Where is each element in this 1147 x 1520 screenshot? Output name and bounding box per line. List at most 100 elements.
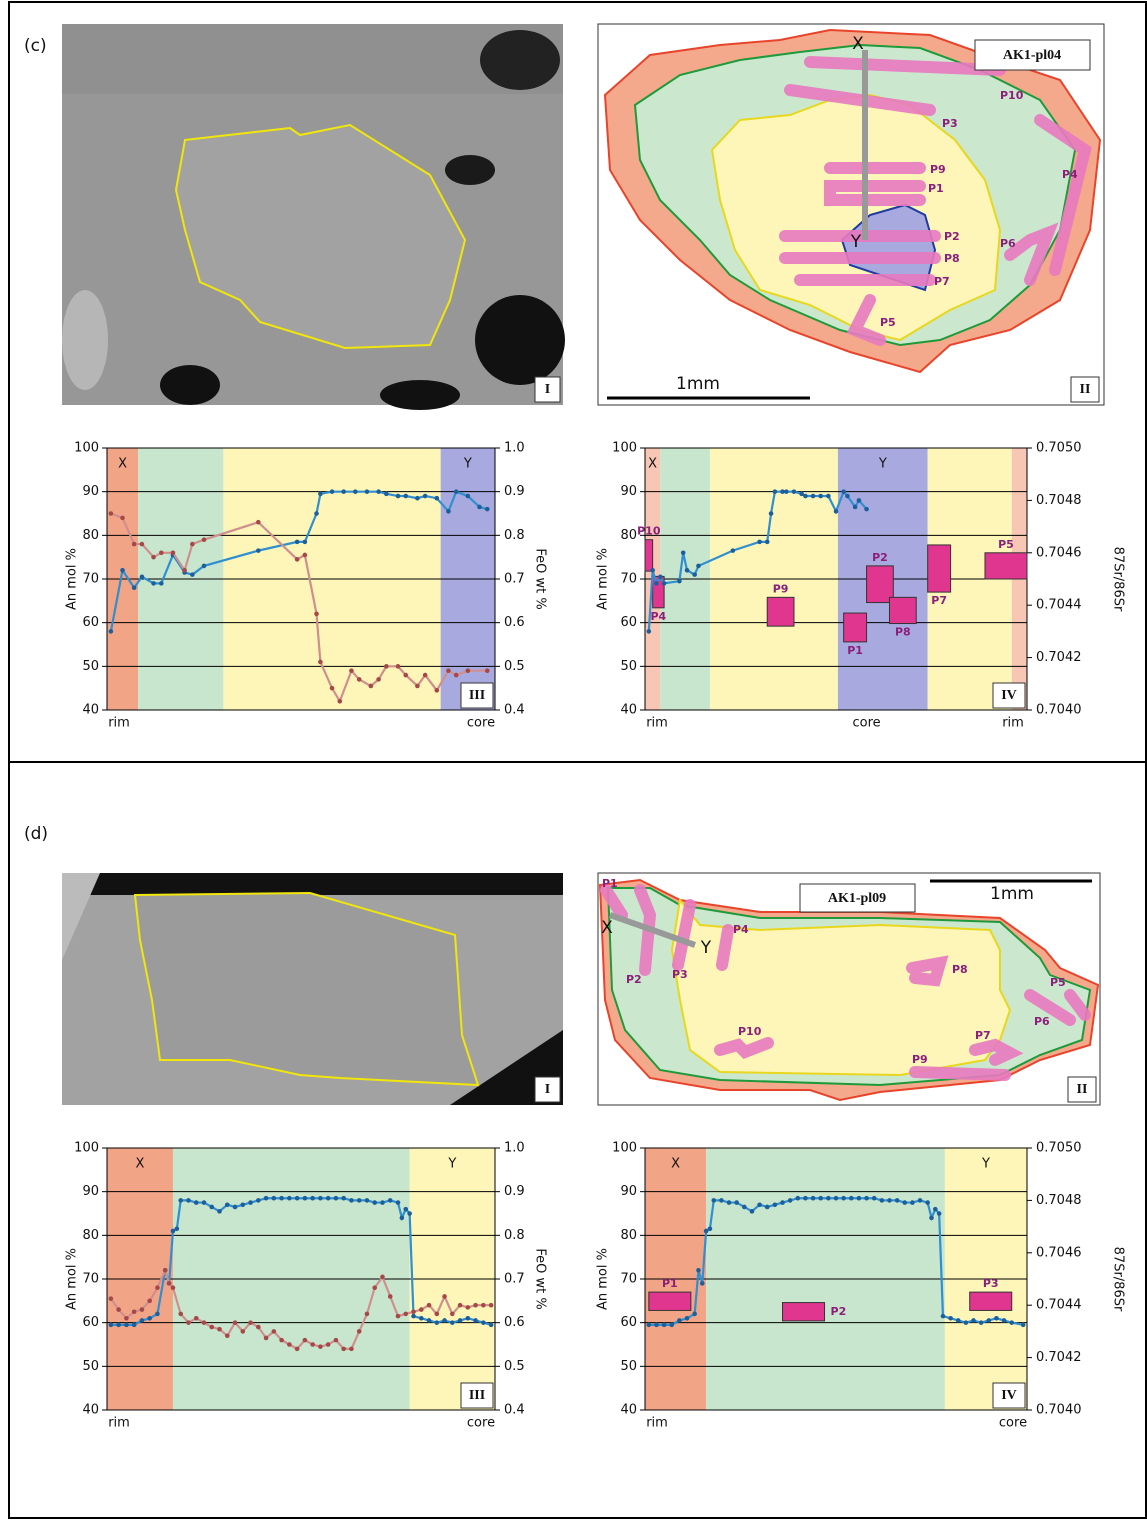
y2-tick-label: 0.4 bbox=[504, 1403, 525, 1418]
spot-label: P10 bbox=[738, 1025, 762, 1038]
data-point bbox=[650, 567, 655, 573]
data-point bbox=[422, 493, 428, 499]
data-point bbox=[803, 493, 808, 499]
x-tick-label: rim bbox=[646, 1416, 668, 1431]
sr-box bbox=[843, 612, 868, 643]
y-axis-title: An mol % bbox=[596, 1248, 611, 1310]
data-point bbox=[353, 489, 358, 494]
y-tick-label: 80 bbox=[82, 1228, 99, 1243]
box-label: P3 bbox=[983, 1277, 999, 1290]
data-point bbox=[465, 493, 471, 499]
data-point bbox=[403, 1206, 409, 1212]
data-point bbox=[677, 578, 682, 584]
data-point bbox=[209, 1324, 215, 1330]
y-tick-label: 50 bbox=[620, 659, 637, 674]
data-point bbox=[730, 548, 736, 553]
panel-box bbox=[460, 1382, 494, 1409]
data-point bbox=[833, 509, 839, 514]
data-point bbox=[933, 1206, 938, 1212]
data-point bbox=[372, 1200, 378, 1205]
data-point bbox=[395, 1313, 401, 1319]
y-tick-label: 80 bbox=[82, 528, 99, 543]
data-point bbox=[186, 1198, 191, 1203]
data-point bbox=[116, 1322, 121, 1328]
data-point bbox=[302, 1195, 308, 1201]
data-point bbox=[170, 550, 176, 556]
spot-label: P3 bbox=[942, 117, 958, 130]
data-point bbox=[787, 1198, 793, 1203]
data-point bbox=[422, 672, 428, 678]
data-point bbox=[768, 511, 774, 516]
sr-box bbox=[766, 596, 795, 627]
data-point bbox=[994, 1316, 999, 1321]
sample-label: AK1-pl04 bbox=[1003, 48, 1061, 63]
plot-frame bbox=[644, 1147, 1028, 1411]
data-point bbox=[190, 541, 195, 547]
data-point bbox=[162, 1267, 168, 1273]
y-tick-label: 80 bbox=[620, 528, 637, 543]
data-point bbox=[453, 489, 459, 494]
data-point bbox=[654, 1322, 659, 1328]
data-point bbox=[757, 1202, 762, 1208]
data-point bbox=[411, 1309, 416, 1315]
y-tick-label: 70 bbox=[620, 572, 637, 587]
box-label: P2 bbox=[872, 551, 888, 564]
data-point bbox=[833, 1195, 839, 1201]
spot-label: P1 bbox=[602, 877, 618, 890]
spot-label: P8 bbox=[952, 963, 968, 976]
data-point bbox=[395, 664, 401, 669]
zone-label: X bbox=[136, 1157, 145, 1172]
y-tick-label: 100 bbox=[612, 1141, 637, 1156]
y2-tick-label: 1.0 bbox=[504, 1141, 525, 1156]
data-point bbox=[1009, 1320, 1015, 1325]
data-point bbox=[314, 511, 319, 516]
panel-label: III bbox=[469, 1388, 485, 1403]
y-tick-label: 40 bbox=[82, 1403, 99, 1418]
spot-label: P9 bbox=[930, 163, 946, 176]
data-point bbox=[484, 668, 490, 673]
y-tick-label: 70 bbox=[620, 1272, 637, 1287]
y2-tick-label: 0.7042 bbox=[1036, 650, 1082, 665]
data-point bbox=[209, 1204, 215, 1210]
data-point bbox=[684, 567, 690, 573]
sr-box bbox=[782, 1302, 826, 1322]
data-point bbox=[661, 581, 667, 586]
data-point bbox=[707, 1226, 713, 1232]
data-point bbox=[151, 581, 156, 586]
data-point bbox=[294, 557, 300, 562]
data-point bbox=[384, 491, 389, 497]
data-point bbox=[852, 504, 858, 510]
y-axis-title: An mol % bbox=[596, 548, 611, 610]
data-point bbox=[174, 1226, 180, 1232]
y-tick-label: 100 bbox=[74, 441, 99, 456]
data-point bbox=[356, 1329, 362, 1334]
data-point bbox=[349, 1346, 354, 1352]
data-point bbox=[356, 677, 362, 682]
data-point bbox=[166, 1281, 172, 1286]
y2-tick-label: 0.4 bbox=[504, 703, 525, 718]
data-point bbox=[442, 1294, 447, 1299]
spot-label: P2 bbox=[944, 230, 960, 243]
data-point bbox=[826, 1195, 831, 1201]
y-tick-label: 60 bbox=[620, 615, 637, 630]
spot-label: P9 bbox=[912, 1053, 928, 1066]
data-point bbox=[465, 1316, 471, 1321]
data-point bbox=[446, 509, 451, 514]
data-point bbox=[310, 1342, 315, 1347]
y2-tick-label: 0.7044 bbox=[1036, 1298, 1082, 1313]
data-point bbox=[318, 659, 323, 665]
spot-label: P5 bbox=[880, 316, 896, 329]
data-point bbox=[481, 1320, 486, 1325]
data-point bbox=[810, 1195, 816, 1201]
data-point bbox=[294, 1346, 300, 1352]
y-tick-label: 90 bbox=[620, 1184, 637, 1199]
box-label: P2 bbox=[831, 1305, 847, 1318]
y-tick-label: 40 bbox=[620, 1403, 637, 1418]
data-point bbox=[411, 1313, 416, 1319]
data-point bbox=[240, 1329, 246, 1334]
point-label: Y bbox=[700, 938, 712, 958]
spot-label: P4 bbox=[733, 923, 749, 936]
x-tick-label: core bbox=[467, 1416, 495, 1431]
data-point bbox=[294, 1195, 300, 1201]
data-point bbox=[450, 1320, 455, 1325]
